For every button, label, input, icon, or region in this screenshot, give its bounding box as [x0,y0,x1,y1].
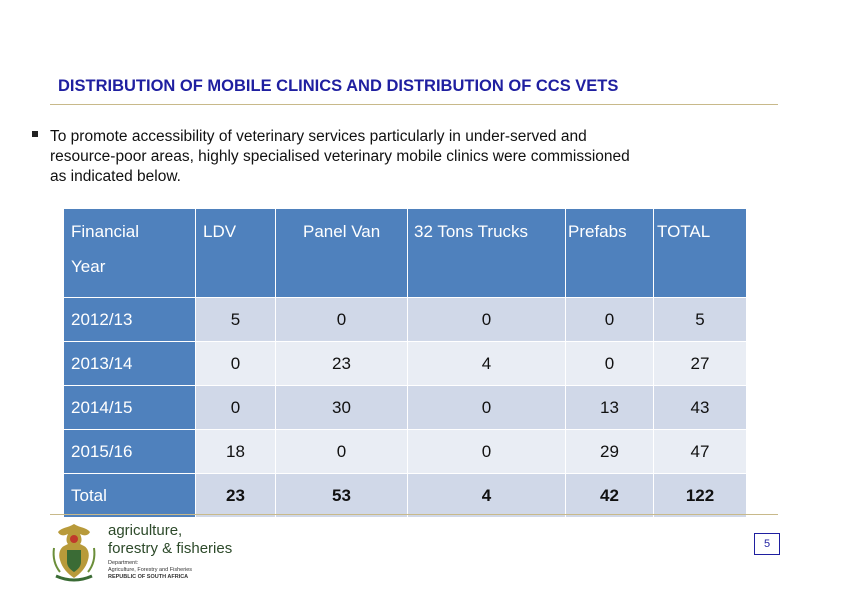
bullet-square-icon [32,131,38,137]
slide-title: DISTRIBUTION OF MOBILE CLINICS AND DISTR… [58,77,619,95]
bullet-line-3: as indicated below. [50,168,181,185]
logo-subtitle: Department: Agriculture, Forestry and Fi… [108,560,192,581]
header-total: TOTAL [653,208,747,298]
bullet-line-1: To promote accessibility of veterinary s… [50,128,587,145]
row-year: 2015/16 [63,429,196,474]
header-panel-van: Panel Van [275,208,408,298]
row-year: 2014/15 [63,385,196,430]
logo-sub-line-2: Agriculture, Forestry and Fisheries [108,567,193,573]
cell-prefabs: 0 [565,341,654,386]
cell-prefabs: 42 [565,473,654,518]
header-financial-year: Financial Year [63,208,196,298]
header-financial: Financial [71,222,140,241]
cell-panel-van: 0 [275,297,408,342]
table-total-row: Total 23 53 4 42 122 [63,473,747,518]
cell-trucks: 0 [407,297,566,342]
logo-wordmark: agriculture, forestry & fisheries [108,522,232,558]
header-prefabs: Prefabs [565,208,654,298]
page-number: 5 [754,533,780,555]
footer-divider [50,514,778,515]
bullet-line-2: resource-poor areas, highly specialised … [50,148,630,165]
bullet-paragraph: To promote accessibility of veterinary s… [50,127,750,187]
cell-ldv: 18 [195,429,276,474]
header-trucks: 32 Tons Trucks [407,208,566,298]
cell-panel-van: 23 [275,341,408,386]
cell-prefabs: 13 [565,385,654,430]
cell-ldv: 23 [195,473,276,518]
cell-ldv: 0 [195,385,276,430]
table-header-row: Financial Year LDV Panel Van 32 Tons Tru… [63,208,747,298]
row-year: 2012/13 [63,297,196,342]
header-ldv: LDV [195,208,276,298]
cell-total: 47 [653,429,747,474]
cell-total: 5 [653,297,747,342]
cell-total: 43 [653,385,747,430]
cell-ldv: 0 [195,341,276,386]
cell-prefabs: 29 [565,429,654,474]
row-year: 2013/14 [63,341,196,386]
table-row: 2014/15 0 30 0 13 43 [63,385,747,430]
cell-trucks: 4 [407,341,566,386]
logo-sub-line-1: Department: [108,560,139,566]
table-row: 2015/16 18 0 0 29 47 [63,429,747,474]
coat-of-arms-icon [52,524,96,582]
table-row: 2013/14 0 23 4 0 27 [63,341,747,386]
cell-panel-van: 0 [275,429,408,474]
cell-total: 122 [653,473,747,518]
cell-total: 27 [653,341,747,386]
logo-sub-line-3: REPUBLIC OF SOUTH AFRICA [108,574,189,580]
row-year: Total [63,473,196,518]
department-logo: agriculture, forestry & fisheries Depart… [50,520,250,590]
logo-name-line-1: agriculture, [108,522,183,539]
header-year: Year [71,257,106,276]
cell-trucks: 0 [407,429,566,474]
cell-panel-van: 30 [275,385,408,430]
cell-ldv: 5 [195,297,276,342]
cell-trucks: 0 [407,385,566,430]
table-row: 2012/13 5 0 0 0 5 [63,297,747,342]
logo-name-line-2: forestry & fisheries [108,540,233,557]
mobile-clinics-table: Financial Year LDV Panel Van 32 Tons Tru… [63,208,747,518]
cell-trucks: 4 [407,473,566,518]
cell-panel-van: 53 [275,473,408,518]
title-divider [50,104,778,105]
cell-prefabs: 0 [565,297,654,342]
